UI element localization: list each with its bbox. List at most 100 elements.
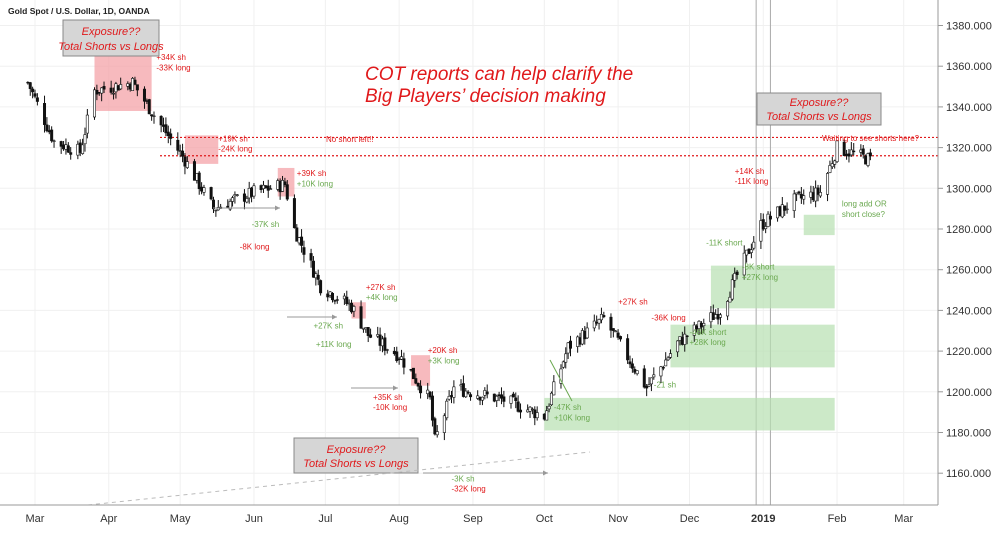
candle-body xyxy=(835,140,839,163)
x-tick-label: Jul xyxy=(318,513,332,525)
candle-body xyxy=(269,188,273,190)
candle-body xyxy=(659,366,663,377)
candle-body xyxy=(433,418,437,435)
candle-body xyxy=(511,393,515,398)
candle-body xyxy=(718,314,722,318)
candle-body xyxy=(509,395,513,404)
x-tick-label: Aug xyxy=(389,513,409,525)
cot-annotation: +28K long xyxy=(690,338,726,347)
candle-body xyxy=(480,396,484,401)
candle-body xyxy=(116,85,120,91)
candle-body xyxy=(302,247,306,255)
candle-body xyxy=(297,237,301,244)
candle-body xyxy=(661,367,665,369)
candle-body xyxy=(461,383,465,397)
candle-body xyxy=(485,391,489,395)
cot-annotation: -10K long xyxy=(373,403,407,412)
candle-body xyxy=(64,144,68,150)
candle-body xyxy=(609,316,613,331)
candle-body xyxy=(595,322,599,324)
candle-body xyxy=(392,350,396,355)
candle-body xyxy=(861,148,865,155)
candle-body xyxy=(726,301,730,317)
cot-annotation: +35K sh xyxy=(373,393,403,402)
candle-body xyxy=(266,185,270,191)
candle-body xyxy=(742,252,746,276)
candle-body xyxy=(283,181,287,186)
candle-body xyxy=(366,327,370,336)
candle-body xyxy=(285,184,289,200)
candle-body xyxy=(452,386,456,398)
candle-body xyxy=(26,81,30,84)
cot-annotation: -37K sh xyxy=(252,220,280,229)
candle-body xyxy=(228,201,232,210)
candle-body xyxy=(397,358,401,360)
candle-body xyxy=(530,408,534,411)
candle-body xyxy=(768,215,772,220)
candle-body xyxy=(426,389,430,394)
candle-body xyxy=(95,89,99,95)
candle-body xyxy=(442,415,446,433)
candle-body xyxy=(435,431,439,436)
candle-body xyxy=(647,384,651,387)
candle-body xyxy=(400,356,404,360)
candle-body xyxy=(599,314,603,321)
red-zone xyxy=(94,56,152,111)
candle-body xyxy=(580,330,584,345)
cot-annotation: -46K short xyxy=(690,328,728,337)
candle-body xyxy=(778,206,782,217)
candle-body xyxy=(597,319,601,324)
exposure-box-title: Exposure?? xyxy=(327,444,387,456)
y-axis: 1160.000 1180.000 1200.000 1220.000 1240.000… xyxy=(937,0,992,505)
candle-body xyxy=(59,141,63,147)
exposure-box-top-left: Exposure?? Total Shorts vs Longs xyxy=(58,19,164,57)
cot-annotation: +4K long xyxy=(366,293,398,302)
candle-body xyxy=(352,306,356,312)
candle-body xyxy=(245,198,249,203)
candle-body xyxy=(516,401,520,412)
candle-body xyxy=(235,194,239,196)
candle-body xyxy=(533,409,537,419)
candle-body xyxy=(630,363,634,369)
candle-body xyxy=(252,185,256,197)
candle-body xyxy=(642,368,646,388)
candle-body xyxy=(780,204,784,218)
candle-body xyxy=(478,396,482,401)
candle-body xyxy=(414,378,418,384)
cot-annotation: +19K sh xyxy=(218,134,248,143)
candle-body xyxy=(192,161,196,181)
cot-annotation: -11K long xyxy=(735,177,769,186)
candle-body xyxy=(447,395,451,400)
candle-body xyxy=(633,369,637,373)
candle-body xyxy=(499,394,503,399)
candle-body xyxy=(542,413,546,420)
x-tick-label: Oct xyxy=(536,513,553,525)
candle-body xyxy=(311,260,315,278)
candle-body xyxy=(830,163,834,168)
candle-body xyxy=(197,172,201,190)
candle-body xyxy=(52,140,56,142)
candle-body xyxy=(628,361,632,365)
candle-body xyxy=(816,187,820,195)
candle-body xyxy=(109,87,113,93)
candle-body xyxy=(145,100,149,102)
candle-body xyxy=(842,141,846,156)
red-zone xyxy=(184,135,219,164)
candle-body xyxy=(799,193,803,199)
candle-body xyxy=(849,149,853,156)
candle-body xyxy=(28,82,32,89)
candle-body xyxy=(664,359,668,367)
candle-body xyxy=(785,208,789,211)
candle-body xyxy=(749,249,753,253)
x-axis: Mar Apr May Jun Jul Aug Sep Oct Nov Dec 2019 Feb Mar xyxy=(0,504,938,525)
x-tick-label: Sep xyxy=(463,513,483,525)
candle-body xyxy=(714,314,718,319)
candle-body xyxy=(652,374,656,378)
candle-body xyxy=(81,144,85,154)
exposure-box-subtitle: Total Shorts vs Longs xyxy=(303,458,409,470)
y-tick-label: 1280.000 xyxy=(946,224,992,236)
y-tick-label: 1160.000 xyxy=(946,468,991,480)
x-tick-label: Mar xyxy=(26,513,45,525)
x-tick-label: Jun xyxy=(245,513,263,525)
